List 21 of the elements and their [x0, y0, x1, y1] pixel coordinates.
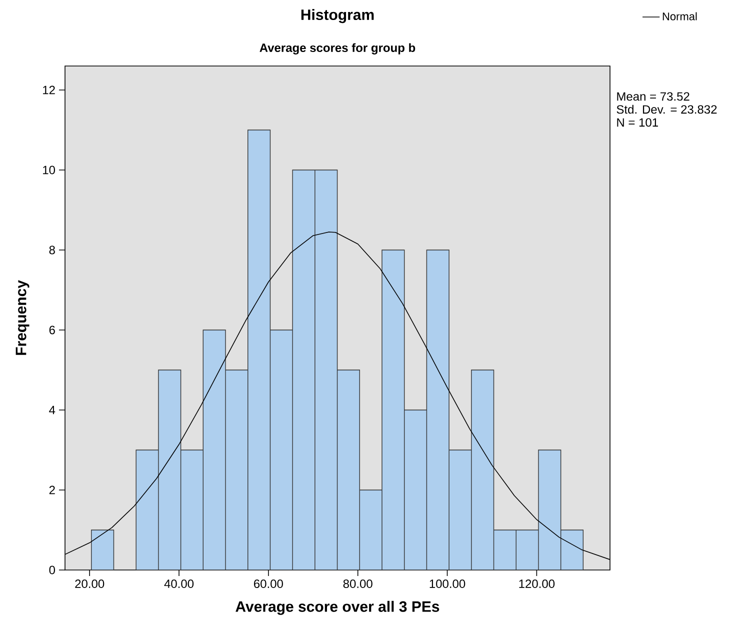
chart-subtitle: Average scores for group b [260, 43, 416, 54]
x-tick-label: 80.00 [343, 580, 372, 588]
legend-label: Normal [662, 12, 697, 20]
y-tick-label: 12 [43, 86, 55, 94]
y-tick-label: 2 [49, 486, 55, 494]
x-tick-label: 120.00 [519, 580, 555, 588]
y-axis-title: Frequency [16, 280, 30, 355]
y-tick-label: 0 [49, 566, 56, 574]
y-tick-label: 6 [49, 326, 55, 334]
text: Std. Dev. = 23.832 [616, 104, 717, 114]
text: N = 101 [617, 118, 658, 127]
chart-title: Histogram [301, 9, 374, 24]
x-tick-label: 100.00 [430, 580, 466, 588]
x-tick-label: 40.00 [164, 580, 194, 588]
text: Mean = 73.52 [617, 92, 690, 101]
y-tick-label: 10 [43, 166, 56, 174]
x-tick-label: 60.00 [254, 580, 283, 588]
x-axis-title: Average score over all 3 PEs [236, 600, 440, 615]
y-tick-label: 4 [49, 406, 56, 414]
y-tick-label: 8 [49, 246, 55, 254]
x-tick-label: 20.00 [75, 580, 104, 588]
